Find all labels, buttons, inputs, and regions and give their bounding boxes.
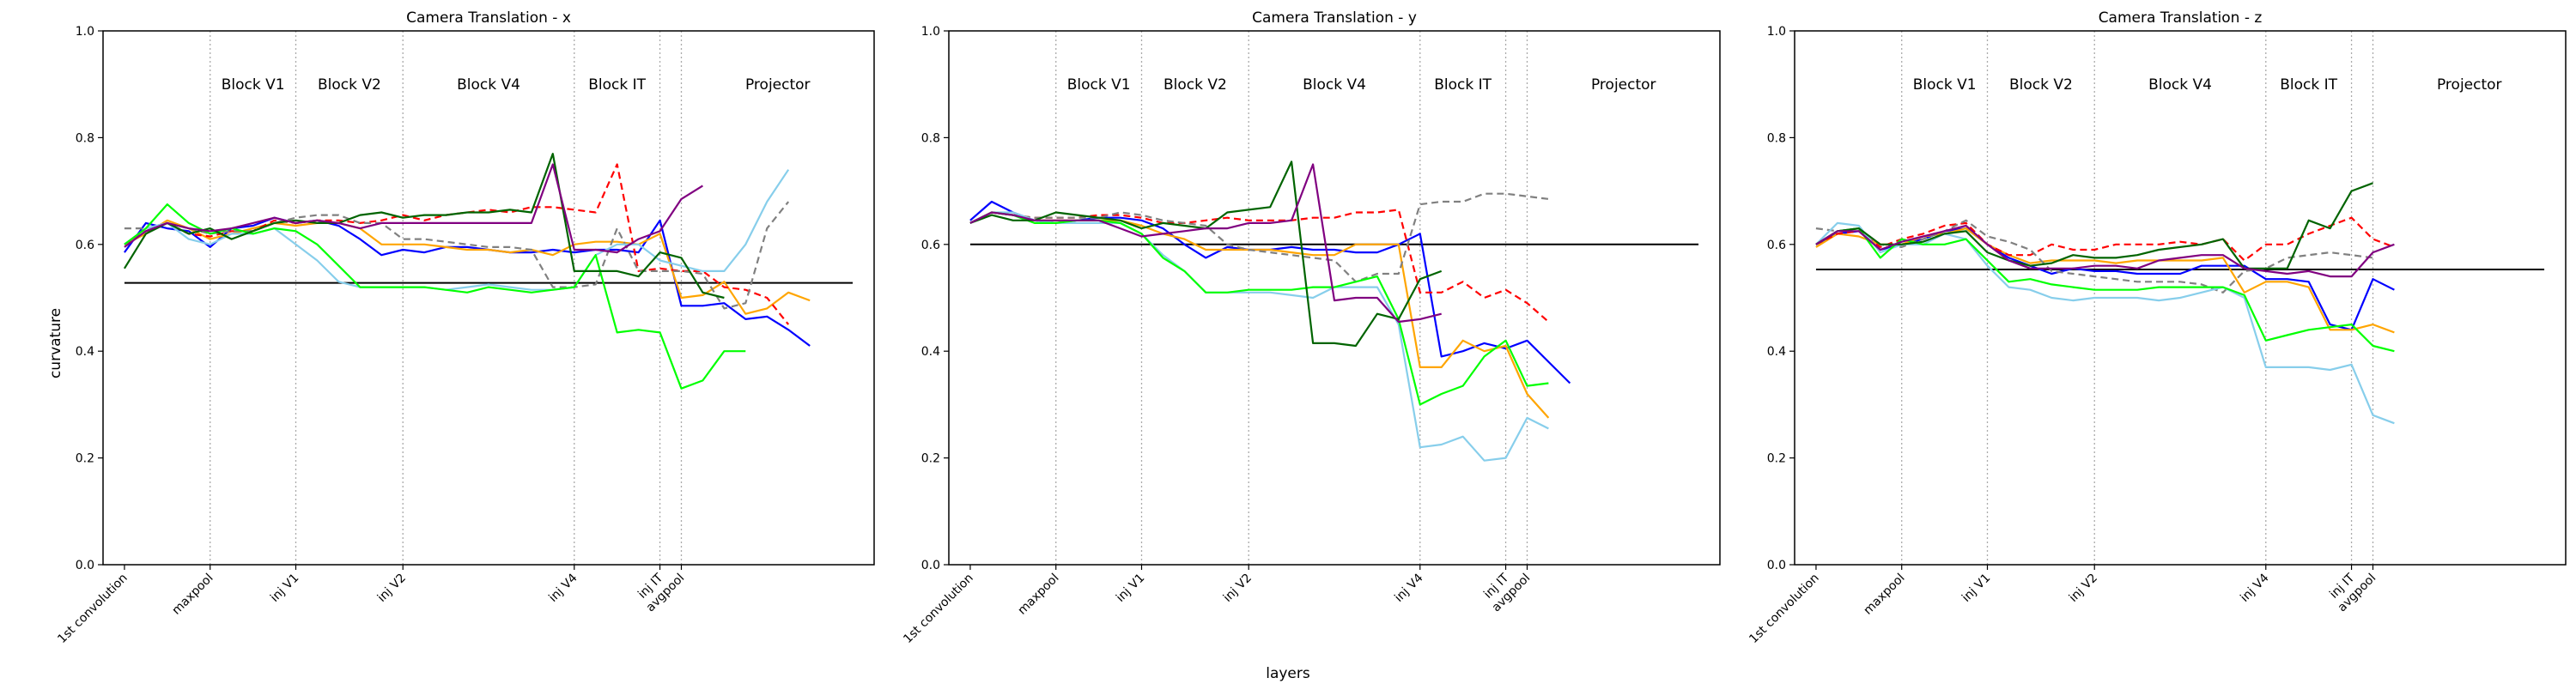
y-tick-label: 0.6 (921, 239, 940, 252)
series-line-8 (124, 163, 703, 254)
series-line-7 (123, 153, 725, 300)
region-label: Block V2 (1163, 76, 1227, 94)
chart-title: Camera Translation - z (2099, 9, 2263, 27)
y-tick-label: 0.4 (76, 345, 94, 359)
x-tick-label: inj V2 (375, 572, 409, 605)
x-tick-label: inj V2 (2067, 572, 2100, 605)
y-tick-label: 0.8 (1767, 131, 1786, 145)
y-tick-label: 0.2 (76, 452, 94, 466)
series-line-3 (124, 163, 790, 325)
y-tick-label: 0.0 (921, 559, 940, 572)
x-tick-label: inj V1 (1114, 572, 1147, 605)
series-line-5 (124, 169, 790, 291)
plot-frame (1794, 30, 2567, 566)
series-line-6 (1815, 227, 2395, 353)
y-tick-label: 0.8 (921, 131, 940, 145)
series-line-4 (124, 201, 790, 310)
figure-y-label: curvature (47, 308, 64, 378)
series-line-6 (969, 211, 1549, 406)
region-label: Block V2 (318, 76, 381, 94)
region-label: Block IT (2280, 76, 2337, 94)
y-tick-label: 0.4 (1767, 345, 1786, 359)
chart-panel-y: Camera Translation - y 0.0 0.2 0.4 0.6 0.8 1.0… (901, 9, 1721, 646)
series-line-7 (969, 160, 1443, 348)
region-label: Block V1 (1913, 76, 1977, 94)
region-label: Block V4 (457, 76, 520, 94)
series-line-8 (1815, 224, 2395, 278)
x-tick-label: 1st convolution (1747, 572, 1821, 646)
series-line-5 (969, 211, 1549, 462)
region-label: Block IT (1434, 76, 1492, 94)
x-tick-label: inj V4 (2238, 571, 2271, 604)
y-tick-label: 0.0 (76, 559, 94, 572)
y-tick-label: 1.0 (76, 25, 94, 39)
x-tick-label: maxpool (1016, 572, 1062, 618)
region-label: Block V4 (2148, 76, 2212, 94)
y-tick-label: 0.6 (76, 239, 94, 252)
x-tick-label: maxpool (170, 572, 216, 618)
region-label: Block V1 (222, 76, 285, 94)
x-tick-label: inj V4 (1392, 571, 1425, 604)
y-tick-label: 0.2 (921, 452, 940, 466)
series-line-8 (969, 163, 1442, 324)
region-label: Block V2 (2009, 76, 2073, 94)
x-tick-label: 1st convolution (55, 572, 130, 646)
series-line-3 (969, 209, 1550, 323)
series-line-5 (1815, 221, 2395, 425)
region-label: Projector (2437, 76, 2502, 94)
chart-panel-x: Camera Translation - x 0.0 0.2 0.4 0.6 0.8 1.0… (55, 9, 875, 646)
x-tick-label: inj V4 (546, 571, 580, 604)
y-tick-label: 0.0 (1767, 559, 1786, 572)
plot-frame (948, 30, 1721, 566)
series-line-2 (124, 219, 811, 315)
chart-panel-z: Camera Translation - z 0.0 0.2 0.4 0.6 0.8 1.0… (1747, 9, 2567, 646)
y-tick-label: 1.0 (921, 25, 940, 39)
y-tick-label: 0.2 (1767, 452, 1786, 466)
region-label: Block V4 (1303, 76, 1366, 94)
region-label: Projector (1591, 76, 1656, 94)
plot-frame (102, 30, 875, 566)
region-label: Block V1 (1067, 76, 1131, 94)
region-label: Block IT (588, 76, 646, 94)
x-tick-label: inj V2 (1221, 572, 1255, 605)
y-tick-label: 0.6 (1767, 239, 1786, 252)
figure-x-label: layers (1266, 665, 1310, 682)
series-line-2 (1815, 227, 2395, 334)
chart-title: Camera Translation - y (1252, 9, 1417, 27)
x-tick-label: maxpool (1862, 572, 1908, 618)
x-tick-label: inj V1 (268, 572, 301, 605)
y-tick-label: 1.0 (1767, 25, 1786, 39)
series-line-7 (1815, 182, 2373, 269)
y-tick-label: 0.8 (76, 131, 94, 145)
x-tick-label: 1st convolution (901, 572, 975, 646)
y-tick-label: 0.4 (921, 345, 940, 359)
series-line-4 (1815, 219, 2373, 294)
x-tick-label: inj V1 (1959, 572, 1993, 605)
series-line-3 (1815, 216, 2395, 262)
series-line-4 (969, 192, 1549, 283)
region-label: Projector (745, 76, 811, 94)
chart-title: Camera Translation - x (406, 9, 571, 27)
